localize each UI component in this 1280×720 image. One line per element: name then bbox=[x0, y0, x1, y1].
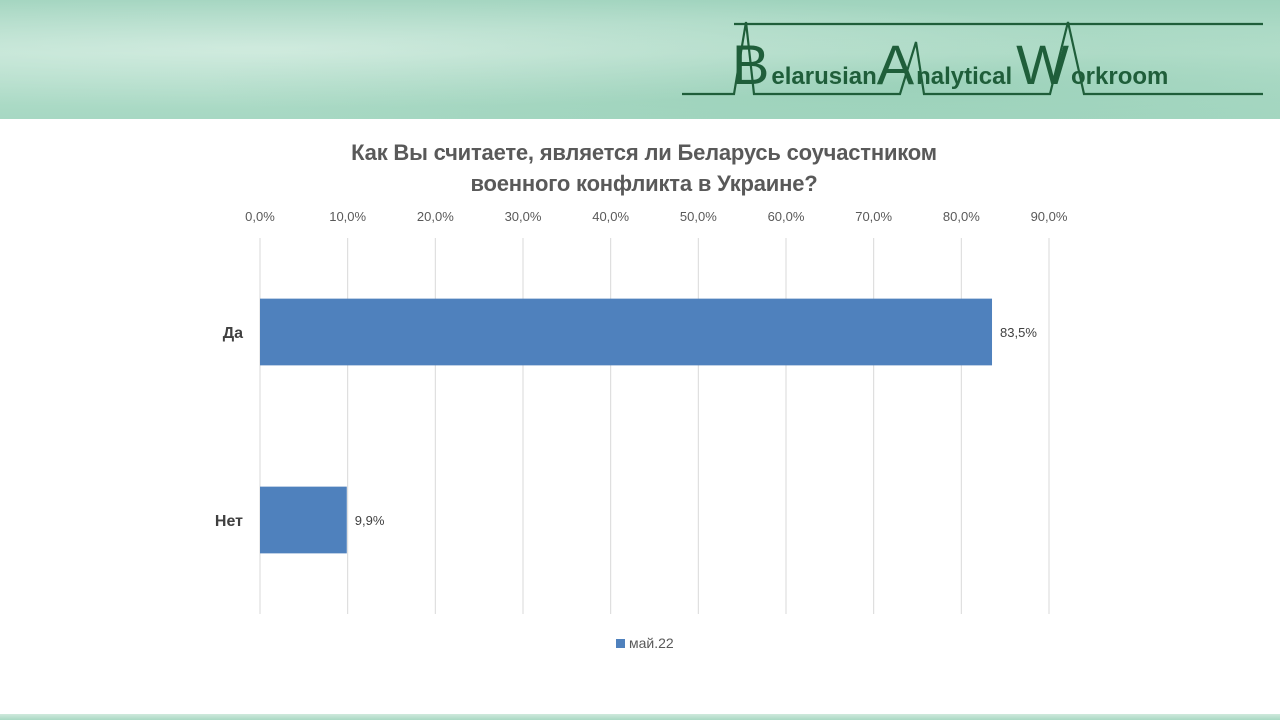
logo-word-3: orkroom bbox=[1071, 63, 1168, 90]
legend-swatch bbox=[616, 638, 625, 648]
bars bbox=[260, 298, 993, 554]
chart-title: Как Вы считаете, является ли Беларусь со… bbox=[294, 137, 994, 199]
x-tick-label: 30,0% bbox=[505, 209, 542, 224]
footer-band bbox=[0, 714, 1280, 720]
x-tick-label: 60,0% bbox=[768, 209, 805, 224]
data-label: 83,5% bbox=[1000, 325, 1037, 340]
gridlines bbox=[259, 238, 1050, 614]
x-tick-label: 0,0% bbox=[245, 209, 275, 224]
x-tick-label: 40,0% bbox=[592, 209, 629, 224]
x-tick-label: 50,0% bbox=[680, 209, 717, 224]
logo-initial-b: B bbox=[732, 33, 769, 96]
logo-initial-w: W bbox=[1016, 33, 1069, 96]
logo: BelarusianAnalyticalWorkroom bbox=[682, 21, 1263, 96]
x-tick-label: 70,0% bbox=[855, 209, 892, 224]
category-label: Да bbox=[223, 325, 243, 342]
chart-title-line-1: Как Вы считаете, является ли Беларусь со… bbox=[351, 140, 937, 165]
bar bbox=[260, 486, 347, 554]
data-label: 9,9% bbox=[355, 513, 385, 528]
logo-initial-a: A bbox=[877, 33, 915, 96]
category-label: Нет bbox=[215, 513, 243, 530]
svg-text:BelarusianAnalyticalWorkroom: BelarusianAnalyticalWorkroom bbox=[732, 33, 1168, 96]
bar bbox=[260, 298, 993, 366]
header-banner bbox=[0, 0, 1280, 119]
legend: май.22 bbox=[616, 634, 674, 652]
x-tick-label: 20,0% bbox=[417, 209, 454, 224]
x-tick-label: 90,0% bbox=[1031, 209, 1068, 224]
x-tick-label: 80,0% bbox=[943, 209, 980, 224]
legend-label: май.22 bbox=[629, 635, 674, 651]
x-tick-label: 10,0% bbox=[329, 209, 366, 224]
logo-word-2: nalytical bbox=[916, 63, 1012, 90]
data-labels: 83,5% 9,9% bbox=[355, 325, 1038, 528]
logo-word-1: elarusian bbox=[771, 63, 876, 90]
category-labels: Да Нет bbox=[215, 325, 243, 530]
chart-title-line-2: военного конфликта в Украине? bbox=[470, 171, 818, 196]
x-axis-ticks: 0,0% 10,0% 20,0% 30,0% 40,0% 50,0% 60,0% 70,0% 8… bbox=[245, 209, 1068, 224]
